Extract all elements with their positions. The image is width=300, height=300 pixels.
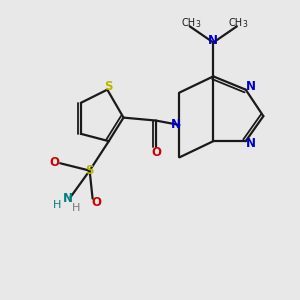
Text: 3: 3 xyxy=(196,20,200,29)
Text: N: N xyxy=(245,80,255,93)
Text: O: O xyxy=(151,146,161,159)
Text: O: O xyxy=(49,156,59,169)
Text: O: O xyxy=(91,196,101,208)
Text: N: N xyxy=(171,118,181,131)
Text: CH: CH xyxy=(228,18,242,28)
Text: S: S xyxy=(85,164,94,177)
Text: H: H xyxy=(53,200,61,210)
Text: S: S xyxy=(104,80,113,93)
Text: N: N xyxy=(63,192,73,205)
Text: 3: 3 xyxy=(243,20,248,29)
Text: H: H xyxy=(72,203,81,213)
Text: CH: CH xyxy=(181,18,195,28)
Text: N: N xyxy=(208,34,218,47)
Text: N: N xyxy=(245,137,255,150)
